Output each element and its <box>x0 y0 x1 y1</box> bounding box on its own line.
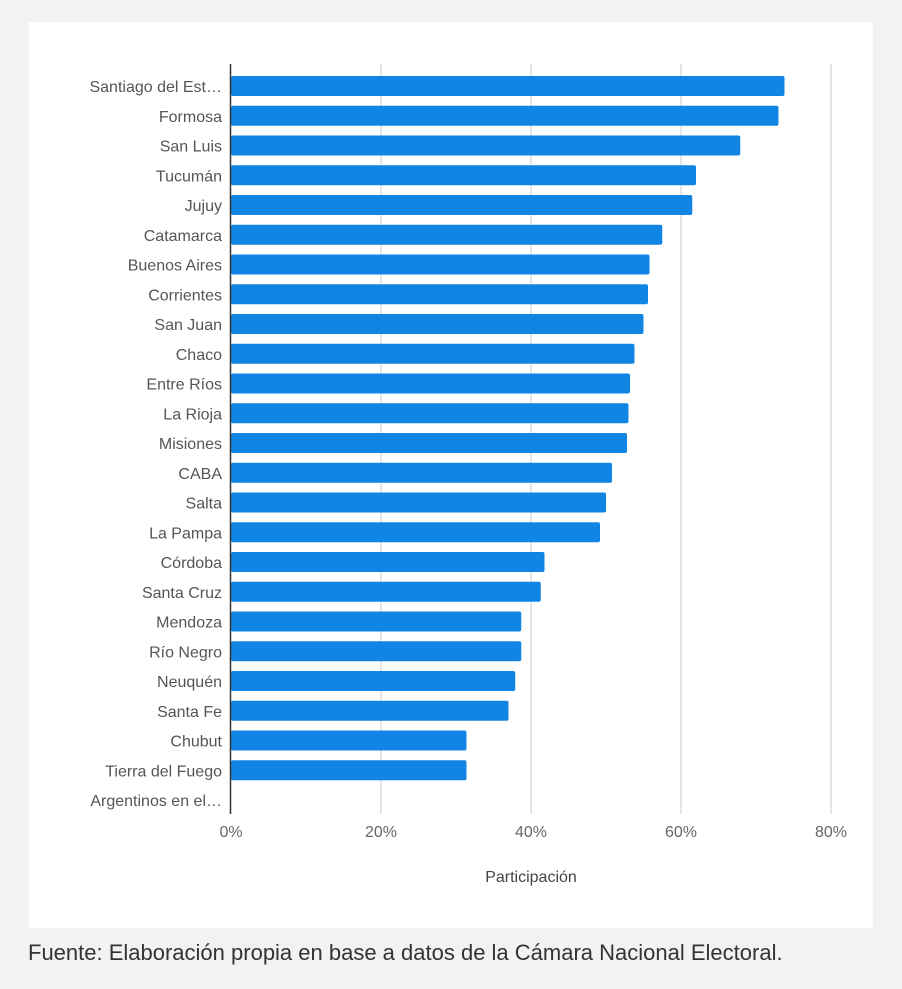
bar <box>231 135 741 156</box>
category-label: Salta <box>186 496 223 513</box>
category-label: Argentinos en el… <box>90 793 222 810</box>
category-label: Catamarca <box>144 228 222 245</box>
category-label: Chubut <box>170 734 222 751</box>
bar <box>231 760 467 781</box>
bar <box>231 492 606 513</box>
category-label: Entre Ríos <box>146 377 222 394</box>
category-label: Tierra del Fuego <box>105 763 222 780</box>
x-tick-labels: 0% 20% 40% 60% 80% <box>219 824 847 841</box>
category-label: San Luis <box>160 139 222 156</box>
category-label: Tucumán <box>156 168 222 185</box>
category-label: Neuquén <box>157 674 222 691</box>
category-label: Jujuy <box>185 198 222 215</box>
bar <box>231 343 635 364</box>
category-label: Formosa <box>159 109 222 126</box>
category-label: San Juan <box>154 317 222 334</box>
bar <box>231 76 785 96</box>
category-label: Río Negro <box>149 644 222 661</box>
category-label: Chaco <box>176 347 222 364</box>
bar <box>231 314 644 334</box>
x-tick-label: 80% <box>815 824 847 841</box>
x-tick-label: 40% <box>515 824 547 841</box>
category-label: La Pampa <box>149 525 222 542</box>
bar <box>231 105 779 126</box>
category-label: Santa Cruz <box>142 585 222 602</box>
bar <box>231 284 648 305</box>
bar <box>231 611 522 632</box>
x-tick-label: 20% <box>365 824 397 841</box>
x-tick-label: 0% <box>219 824 242 841</box>
bar <box>231 165 696 186</box>
bar <box>231 433 627 453</box>
category-label: Buenos Aires <box>128 258 222 275</box>
category-label: CABA <box>178 466 222 483</box>
bar <box>231 522 600 543</box>
participation-bar-chart: Santiago del Est… Formosa San Luis Tucumán J… <box>89 64 847 886</box>
bar <box>231 403 629 424</box>
bar <box>231 224 663 245</box>
bar <box>231 671 516 691</box>
category-label: Misiones <box>159 436 222 453</box>
bar <box>231 195 693 215</box>
bar <box>231 462 612 483</box>
bar <box>231 373 630 394</box>
category-label: Corrientes <box>148 287 222 304</box>
category-label: La Rioja <box>163 406 222 423</box>
bar <box>231 552 545 572</box>
bar <box>231 700 509 721</box>
bar <box>231 254 650 275</box>
bar <box>231 581 541 602</box>
category-labels: Santiago del Est… Formosa San Luis Tucumán J… <box>89 79 222 810</box>
x-axis-title: Participación <box>485 869 577 886</box>
category-label: Santa Fe <box>157 704 222 721</box>
bars <box>231 76 785 781</box>
bar <box>231 641 522 662</box>
category-label: Mendoza <box>156 615 222 632</box>
bar <box>231 730 467 751</box>
category-label: Santiago del Est… <box>89 79 222 96</box>
category-label: Córdoba <box>161 555 222 572</box>
x-tick-label: 60% <box>665 824 697 841</box>
chart-card: Santiago del Est… Formosa San Luis Tucumán J… <box>29 22 873 928</box>
source-caption: Fuente: Elaboración propia en base a dat… <box>28 940 783 965</box>
